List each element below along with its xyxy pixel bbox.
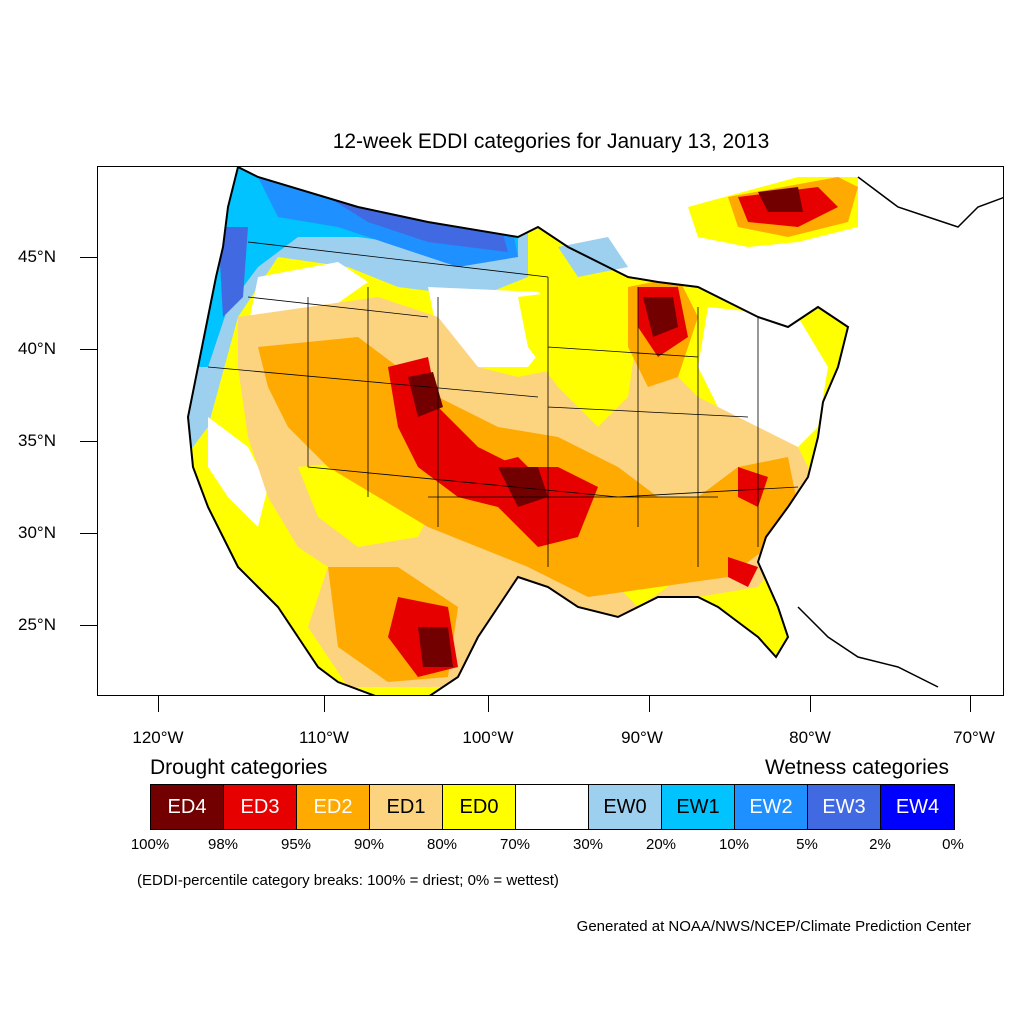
lat-label-45: 45°N xyxy=(18,247,56,266)
lat-label-30: 30°N xyxy=(18,523,56,542)
legend-break-label: 5% xyxy=(796,836,818,853)
lon-tick xyxy=(488,696,489,712)
lon-label-100: 100°W xyxy=(462,728,514,747)
lat-tick xyxy=(80,533,97,534)
legend-break-label: 90% xyxy=(353,836,385,853)
legend-swatch-ew1: EW1 xyxy=(662,785,735,829)
lon-label-90: 90°W xyxy=(621,728,663,747)
credit-line: Generated at NOAA/NWS/NCEP/Climate Predi… xyxy=(576,918,971,935)
legend-break-label: 2% xyxy=(869,836,891,853)
lon-tick xyxy=(324,696,325,712)
boundaries xyxy=(186,167,1003,695)
map-panel xyxy=(97,166,1004,696)
category-note: (EDDI-percentile category breaks: 100% =… xyxy=(137,872,559,889)
category-field xyxy=(188,167,848,695)
lat-tick xyxy=(80,349,97,350)
drought-heading: Drought categories xyxy=(150,756,328,779)
legend-break-label: 10% xyxy=(718,836,750,853)
legend-swatch-none xyxy=(516,785,589,829)
legend-break-label: 70% xyxy=(499,836,531,853)
legend-break-label: 20% xyxy=(645,836,677,853)
lat-tick xyxy=(80,257,97,258)
legend-swatch-ew3: EW3 xyxy=(808,785,881,829)
lat-tick xyxy=(80,441,97,442)
category-legend: ED4 ED3 ED2 ED1 ED0 EW0 EW1 EW2 EW3 EW4 xyxy=(150,784,955,830)
legend-break-label: 100% xyxy=(130,836,170,853)
lon-tick xyxy=(810,696,811,712)
legend-break-label: 0% xyxy=(942,836,964,853)
legend-break-label: 98% xyxy=(207,836,239,853)
lon-label-110: 110°W xyxy=(299,728,349,747)
lon-tick xyxy=(649,696,650,712)
legend-swatch-ew4: EW4 xyxy=(881,785,954,829)
legend-break-label: 95% xyxy=(280,836,312,853)
lat-label-35: 35°N xyxy=(18,431,56,450)
wetness-heading: Wetness categories xyxy=(764,756,949,779)
legend-break-label: 80% xyxy=(426,836,458,853)
lon-label-120: 120°W xyxy=(132,728,184,747)
legend-swatch-ew0: EW0 xyxy=(589,785,662,829)
lon-label-70: 70°W xyxy=(953,728,995,747)
legend-swatch-ed3: ED3 xyxy=(224,785,297,829)
legend-swatch-ed4: ED4 xyxy=(151,785,224,829)
lat-label-40: 40°N xyxy=(18,339,56,358)
legend-break-label: 30% xyxy=(572,836,604,853)
legend-swatch-ew2: EW2 xyxy=(735,785,808,829)
legend-swatch-ed2: ED2 xyxy=(297,785,370,829)
lon-tick xyxy=(970,696,971,712)
lat-tick xyxy=(80,625,97,626)
legend-swatch-ed1: ED1 xyxy=(370,785,443,829)
lon-tick xyxy=(158,696,159,712)
lat-label-25: 25°N xyxy=(18,615,56,634)
eddi-map xyxy=(186,167,1003,695)
map-title: 12-week EDDI categories for January 13, … xyxy=(332,130,770,153)
lon-label-80: 80°W xyxy=(789,728,831,747)
legend-swatch-ed0: ED0 xyxy=(443,785,516,829)
